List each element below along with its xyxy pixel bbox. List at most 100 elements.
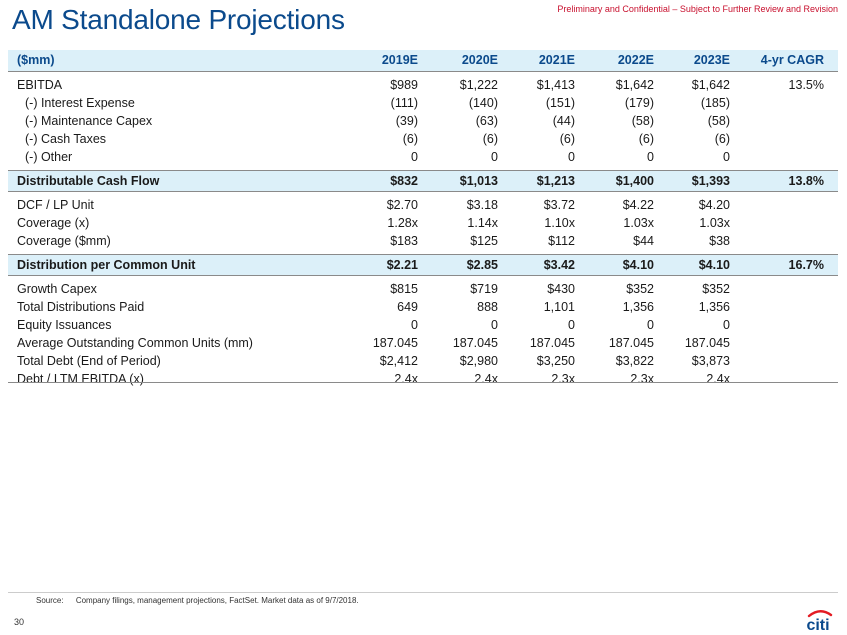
row-label: Debt / LTM EBITDA (x) — [17, 372, 144, 386]
cell: $3.42 — [543, 258, 575, 272]
cell: (63) — [475, 114, 498, 128]
cell: (185) — [700, 96, 730, 110]
table-header-row: ($mm) 2019E 2020E 2021E 2022E 2023E 4-yr… — [8, 50, 838, 71]
cell: (6) — [638, 132, 654, 146]
cell: $989 — [390, 78, 418, 92]
cell: 187.045 — [452, 336, 498, 350]
cell: 187.045 — [529, 336, 575, 350]
cell: $815 — [390, 282, 418, 296]
cell: $112 — [548, 234, 575, 248]
cell: 13.8% — [788, 174, 824, 188]
table-row: Growth Capex $815 $719 $430 $352 $352 — [8, 280, 838, 298]
citi-arc-icon — [807, 610, 833, 618]
cell: $3,250 — [536, 354, 575, 368]
cell: (6) — [482, 132, 498, 146]
cell: 1.10x — [544, 216, 575, 230]
cell: $430 — [547, 282, 575, 296]
table-row: Total Distributions Paid 649 888 1,101 1… — [8, 298, 838, 316]
divider — [8, 170, 838, 171]
cell: 0 — [647, 150, 654, 164]
page-number: 30 — [14, 617, 25, 627]
divider — [8, 275, 838, 276]
cell: $2.70 — [386, 198, 418, 212]
col-header-2020e: 2020E — [461, 53, 498, 67]
cell: (111) — [390, 96, 418, 110]
cell: 1.03x — [623, 216, 654, 230]
col-header-cagr: 4-yr CAGR — [760, 53, 824, 67]
col-header-2021e: 2021E — [538, 53, 575, 67]
unit-label: ($mm) — [17, 53, 55, 67]
cell: $719 — [470, 282, 498, 296]
cell: $3,873 — [691, 354, 730, 368]
cell: 1.03x — [699, 216, 730, 230]
table-row: (-) Interest Expense (111) (140) (151) (… — [8, 94, 838, 112]
cell: $1,213 — [536, 174, 575, 188]
cell: 2.3x — [630, 372, 654, 386]
footer-divider — [8, 592, 838, 593]
cell: $3.72 — [543, 198, 575, 212]
table-row: (-) Cash Taxes (6) (6) (6) (6) (6) — [8, 130, 838, 148]
cell: 187.045 — [372, 336, 418, 350]
cell: (6) — [559, 132, 575, 146]
confidentiality-notice: Preliminary and Confidential – Subject t… — [557, 4, 838, 14]
cell: 888 — [477, 300, 498, 314]
cell: (39) — [395, 114, 418, 128]
row-label: Average Outstanding Common Units (mm) — [17, 336, 253, 350]
cell: (140) — [468, 96, 498, 110]
row-label: DCF / LP Unit — [17, 198, 94, 212]
cell: $3.18 — [466, 198, 498, 212]
cell: 0 — [411, 150, 418, 164]
cell: 187.045 — [608, 336, 654, 350]
cell: $1,642 — [691, 78, 730, 92]
row-label: Distribution per Common Unit — [17, 258, 196, 272]
row-label: (-) Maintenance Capex — [25, 114, 153, 128]
row-label: Growth Capex — [17, 282, 97, 296]
table-row: Equity Issuances 0 0 0 0 0 — [8, 316, 838, 334]
cell: 2.4x — [394, 372, 418, 386]
row-label: (-) Interest Expense — [25, 96, 135, 110]
cell: 0 — [411, 318, 418, 332]
cell: 1.28x — [387, 216, 418, 230]
cell: $3,822 — [615, 354, 654, 368]
cell: $352 — [702, 282, 730, 296]
row-label: Equity Issuances — [17, 318, 112, 332]
cell: $352 — [626, 282, 654, 296]
cell: 649 — [397, 300, 418, 314]
cell: $2.21 — [386, 258, 418, 272]
cell: 0 — [491, 318, 498, 332]
cell: $1,013 — [459, 174, 498, 188]
cell: 1,356 — [698, 300, 730, 314]
table-row: EBITDA $989 $1,222 $1,413 $1,642 $1,642 … — [8, 76, 838, 94]
cell: 16.7% — [788, 258, 824, 272]
row-label: (-) Other — [25, 150, 73, 164]
cell: 0 — [723, 318, 730, 332]
cell: 2.4x — [474, 372, 498, 386]
cell: (6) — [402, 132, 418, 146]
cell: $1,222 — [459, 78, 498, 92]
table-row: Coverage (x) 1.28x 1.14x 1.10x 1.03x 1.0… — [8, 214, 838, 232]
source-note: Source: Company filings, management proj… — [36, 596, 359, 605]
cell: $4.10 — [698, 258, 730, 272]
row-label: Coverage (x) — [17, 216, 90, 230]
source-key: Source: — [36, 596, 64, 605]
table-row: Debt / LTM EBITDA (x) 2.4x 2.4x 2.3x 2.3… — [8, 370, 838, 388]
cell: $44 — [633, 234, 654, 248]
cell: $2,980 — [459, 354, 498, 368]
cell: 0 — [723, 150, 730, 164]
cell: (44) — [552, 114, 575, 128]
table-row: Total Debt (End of Period) $2,412 $2,980… — [8, 352, 838, 370]
divider — [8, 254, 838, 255]
cell: $2,412 — [379, 354, 418, 368]
cell: $1,393 — [691, 174, 730, 188]
cell: $125 — [470, 234, 498, 248]
cell: $1,642 — [615, 78, 654, 92]
row-label: Distributable Cash Flow — [17, 174, 160, 188]
cell: (58) — [707, 114, 730, 128]
cell: 1,101 — [543, 300, 575, 314]
cell: $1,400 — [615, 174, 654, 188]
row-label: EBITDA — [17, 78, 63, 92]
divider — [8, 191, 838, 192]
projections-table: ($mm) 2019E 2020E 2021E 2022E 2023E 4-yr… — [8, 50, 838, 388]
row-label: Total Distributions Paid — [17, 300, 145, 314]
logo-text: citi — [806, 617, 829, 632]
